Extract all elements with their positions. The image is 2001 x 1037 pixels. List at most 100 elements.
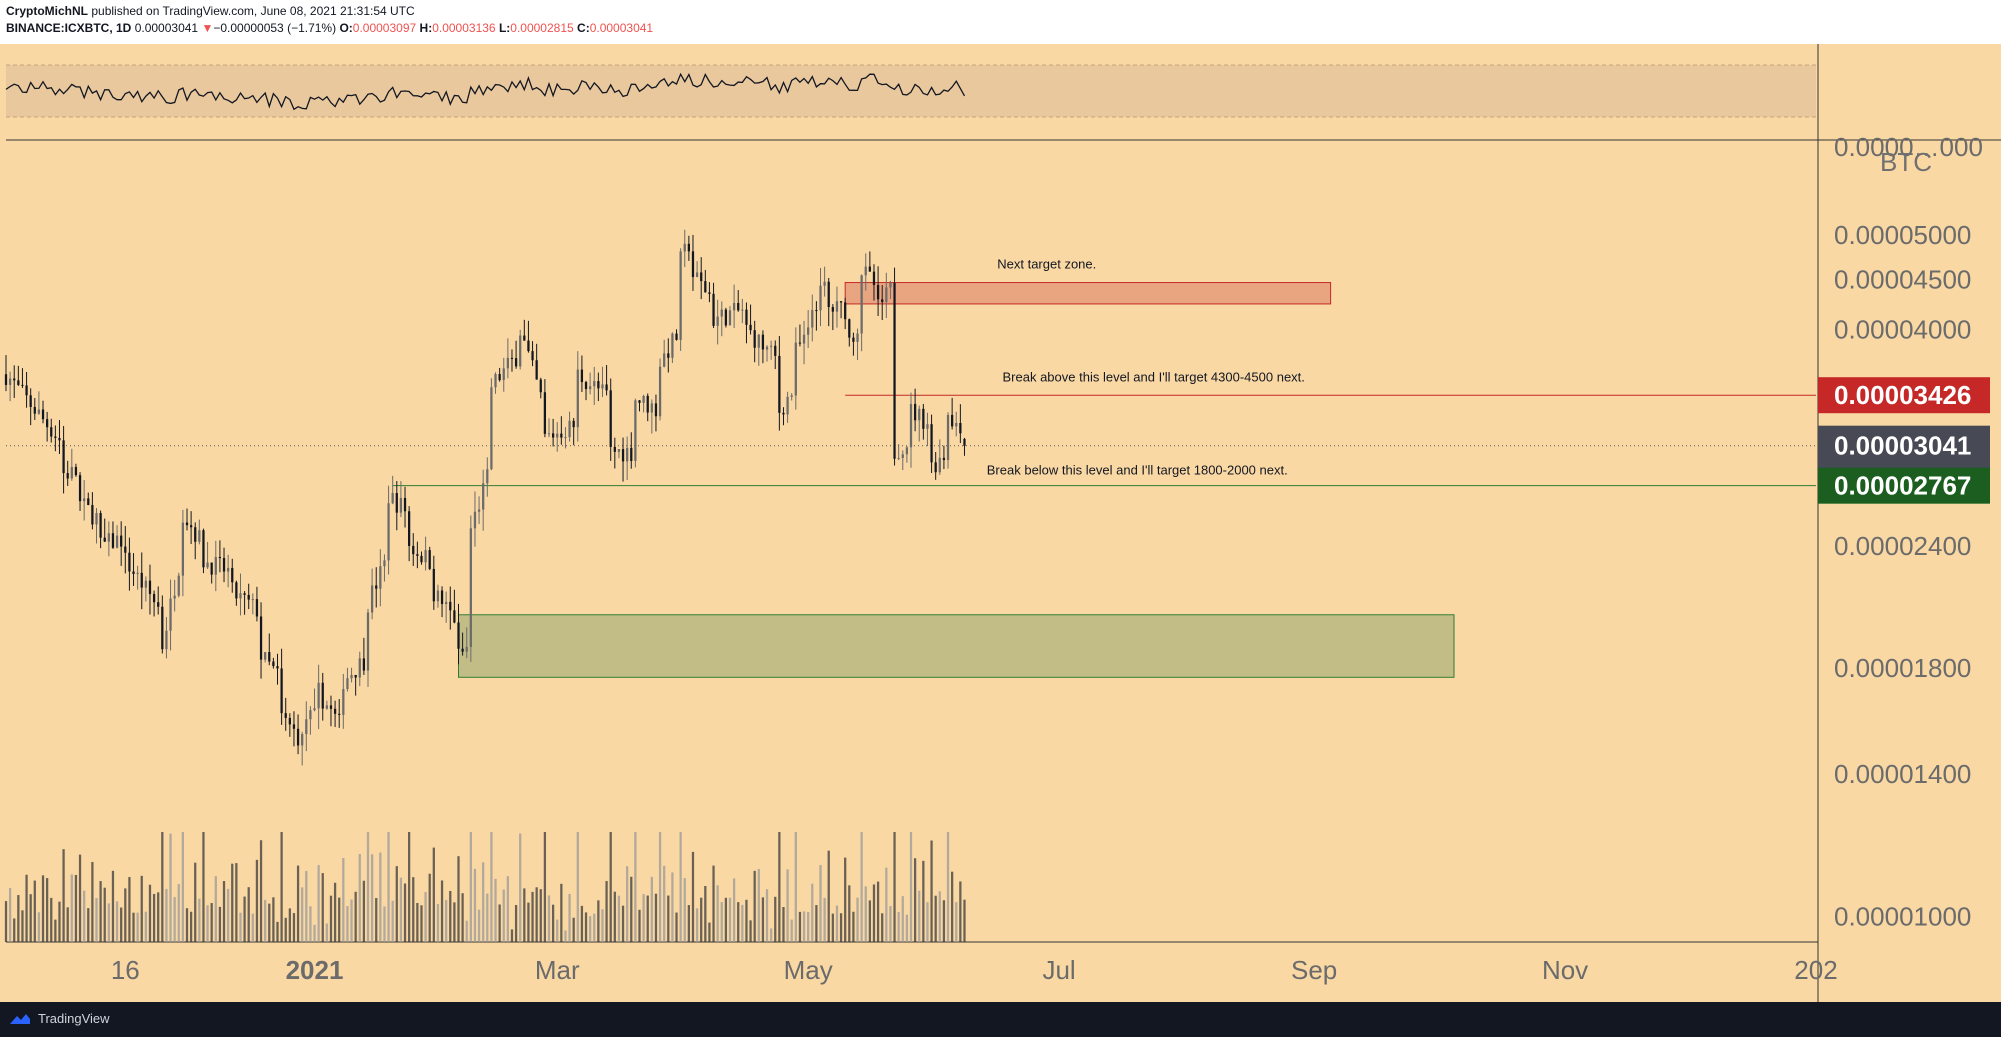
chart-background [0, 44, 2001, 1002]
volume-bar [716, 885, 719, 942]
volume-bar [654, 893, 658, 942]
candle-body [584, 382, 588, 390]
open-key: O: [339, 21, 353, 35]
candle-body [227, 567, 230, 572]
candle-body [831, 307, 834, 312]
candle-body [383, 560, 386, 567]
candle-body [642, 395, 645, 403]
volume-bar [687, 905, 690, 942]
y-tick-label: 0.00004000 [1834, 315, 1971, 345]
volume-bar [227, 888, 230, 942]
volume-bar [938, 891, 941, 942]
volume-bar [436, 903, 440, 942]
volume-bar [120, 907, 123, 942]
candle-body [922, 408, 925, 429]
candle-body [272, 661, 275, 667]
candle-body [210, 562, 213, 575]
volume-bar [99, 881, 102, 942]
volume-bar [46, 878, 49, 942]
candle-body [675, 333, 678, 340]
brand-name: TradingView [38, 1011, 110, 1026]
candle-body [724, 309, 728, 326]
horizontal-lines [6, 394, 1816, 487]
volume-bar [506, 876, 509, 942]
current-price-text: 0.00003041 [1834, 431, 1971, 461]
candle-body [786, 396, 789, 415]
support-price-text: 0.00002767 [1834, 471, 1971, 501]
candle-body [580, 369, 584, 383]
candle-body [99, 513, 102, 538]
candle-body [366, 612, 370, 671]
author-name[interactable]: CryptoMichNL [6, 4, 88, 18]
volume-bar [457, 856, 460, 942]
candle-body [313, 708, 316, 711]
volume-bar [62, 849, 65, 942]
candle-body [704, 281, 707, 293]
volume-bar [704, 886, 707, 942]
candle-body [177, 575, 180, 596]
volume-bar [161, 832, 164, 942]
volume-bar [519, 833, 522, 942]
volume-bar [408, 832, 411, 942]
x-tick-label: 16 [111, 955, 140, 985]
annotation-1: Break above this level and I'll target 4… [1003, 369, 1305, 384]
candle-body [120, 535, 123, 547]
volume-bar [901, 896, 904, 942]
candle-body [872, 271, 876, 286]
volume-bar [708, 922, 711, 942]
volume-bar [124, 888, 127, 942]
volume-bar [955, 902, 958, 942]
candle-body [691, 251, 695, 278]
y-tick-label: 0.00001400 [1834, 759, 1971, 789]
tradingview-brand[interactable]: TradingView [8, 1011, 110, 1026]
volume-bar [37, 912, 41, 942]
volume-bar [930, 840, 933, 942]
volume-bar [942, 900, 946, 942]
publish-line: CryptoMichNL published on TradingView.co… [6, 3, 1995, 20]
candle-body [667, 353, 670, 358]
volume-bar [535, 887, 538, 942]
price-chart[interactable]: Next target zone. Break above this level … [0, 44, 2001, 1002]
volume-bar [815, 905, 818, 942]
target-zone [844, 282, 1332, 305]
candle-body [13, 378, 16, 381]
candle-body [765, 346, 769, 350]
volume-bar [243, 896, 246, 942]
volume-bar [745, 899, 748, 942]
candle-body [576, 369, 579, 428]
candle-body [819, 285, 822, 311]
candle-body [712, 293, 715, 326]
volume-bar [17, 895, 20, 942]
volume-bar [897, 911, 900, 942]
volume-bar [671, 872, 674, 942]
candle-body [408, 511, 411, 546]
candle-body [132, 571, 135, 574]
volume-bar [321, 873, 324, 942]
volume-bar [259, 840, 263, 942]
candle-body [440, 590, 444, 605]
candle-body [115, 535, 119, 548]
candle-body [194, 527, 197, 542]
candle-body [864, 266, 867, 276]
volume-bar [510, 929, 514, 942]
candle-body [876, 285, 880, 300]
x-tick-label: May [784, 955, 833, 985]
volume-bar [74, 874, 78, 942]
volume-bar [926, 902, 929, 942]
candles [4, 229, 966, 766]
volume-bar [87, 908, 90, 942]
volume-bar [798, 911, 802, 942]
volume-bar [239, 912, 242, 942]
candle-body [202, 530, 205, 568]
candle-body [288, 717, 291, 725]
volume-bar [453, 902, 456, 942]
price-axis[interactable]: 0.00001000 0.00001400 0.00001800 0.00002400… [1834, 132, 1983, 932]
volume-bar [218, 906, 222, 942]
volume-bar [700, 897, 703, 942]
time-axis[interactable]: 16 2021 Mar May Jul Sep Nov 202 [111, 955, 1838, 985]
volume-bar [222, 881, 226, 942]
candle-body [268, 652, 271, 662]
volume-bar [712, 865, 715, 942]
candle-body [37, 409, 41, 414]
